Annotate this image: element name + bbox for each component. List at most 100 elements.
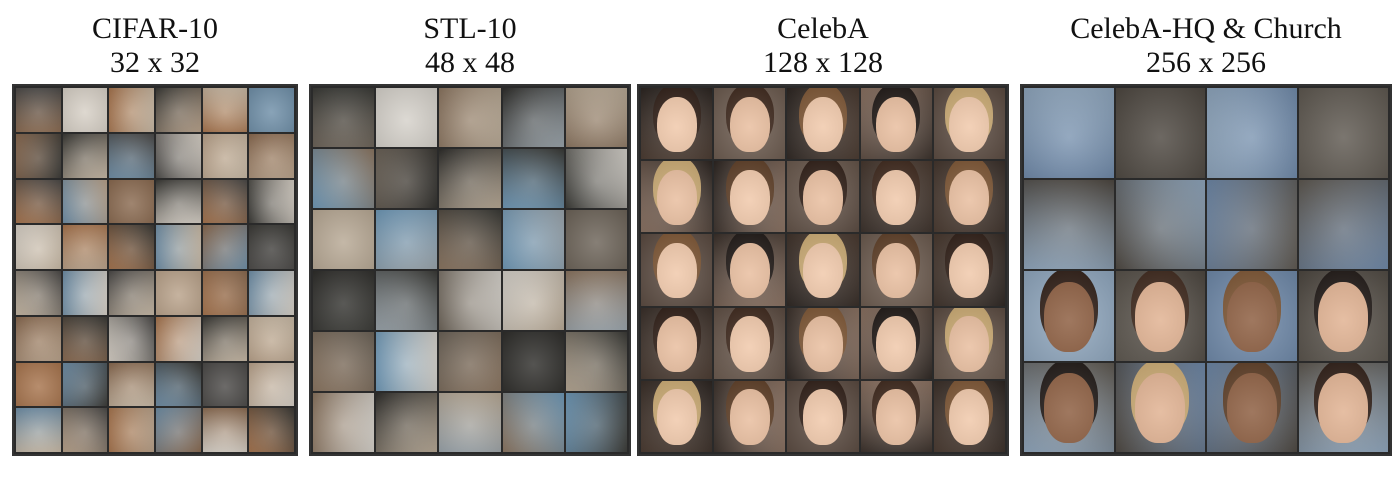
generated-sample-image — [376, 210, 438, 269]
celeba-resolution: 128 x 128 — [763, 46, 883, 79]
generated-sample-image — [109, 88, 154, 132]
generated-sample-image — [502, 149, 564, 208]
generated-sample-image — [16, 271, 61, 315]
generated-face-image — [714, 88, 786, 160]
generated-face-image — [787, 161, 859, 233]
generated-sample-image — [565, 210, 627, 269]
generated-face-image — [787, 380, 859, 452]
celebahq-church-resolution: 256 x 256 — [1146, 46, 1266, 79]
celeba-sample-grid — [637, 84, 1009, 456]
generated-face-image — [1298, 362, 1388, 452]
generated-sample-image — [62, 179, 108, 224]
generated-sample-image — [156, 408, 201, 452]
generated-sample-image — [109, 362, 154, 407]
generated-face-image — [787, 307, 859, 379]
generated-sample-image — [156, 179, 201, 224]
generated-face-image — [787, 234, 859, 306]
generated-sample-image — [502, 393, 564, 452]
generated-sample-image — [1115, 179, 1205, 269]
generated-sample-image — [502, 271, 564, 330]
generated-sample-image — [1298, 88, 1388, 178]
generated-face-image — [714, 234, 786, 306]
generated-sample-image — [439, 393, 501, 452]
generated-sample-image — [439, 271, 501, 330]
generated-face-image — [1207, 362, 1297, 452]
generated-sample-image — [16, 133, 61, 178]
generated-sample-image — [156, 362, 201, 407]
generated-face-image — [1207, 271, 1297, 361]
generated-face-image — [933, 307, 1005, 379]
generated-sample-image — [156, 225, 201, 269]
generated-sample-image — [439, 210, 501, 269]
generated-sample-image — [62, 362, 108, 407]
stl10-sample-grid — [309, 84, 631, 456]
generated-sample-image — [313, 393, 375, 452]
generated-sample-image — [156, 316, 201, 361]
generated-sample-image — [249, 408, 294, 452]
generated-sample-image — [62, 225, 108, 269]
generated-face-image — [641, 380, 713, 452]
generated-sample-image — [1115, 88, 1205, 178]
generated-sample-image — [1207, 179, 1297, 269]
generated-sample-image — [439, 88, 501, 147]
generated-sample-image — [16, 88, 61, 132]
celeba-title: CelebA — [777, 12, 869, 45]
cifar10-title: CIFAR-10 — [91, 12, 219, 45]
generated-sample-image — [109, 271, 154, 315]
generated-sample-image — [439, 149, 501, 208]
celebahq-church-sample-grid — [1020, 84, 1392, 456]
generated-sample-image — [313, 88, 375, 147]
generated-sample-image — [376, 393, 438, 452]
generated-sample-image — [62, 316, 108, 361]
generated-face-image — [641, 161, 713, 233]
generated-face-image — [714, 161, 786, 233]
generated-sample-image — [313, 149, 375, 208]
generated-sample-image — [202, 316, 248, 361]
generated-sample-image — [376, 332, 438, 391]
generated-sample-image — [565, 88, 627, 147]
generated-sample-image — [249, 271, 294, 315]
generated-face-image — [860, 161, 932, 233]
generated-sample-image — [1024, 88, 1114, 178]
generated-sample-image — [502, 210, 564, 269]
stl10-resolution: 48 x 48 — [425, 46, 515, 79]
generated-face-image — [641, 234, 713, 306]
generated-sample-image — [376, 149, 438, 208]
generated-sample-image — [202, 88, 248, 132]
generated-sample-image — [16, 179, 61, 224]
generated-face-image — [860, 88, 932, 160]
generated-sample-image — [202, 225, 248, 269]
generated-sample-image — [16, 316, 61, 361]
generated-sample-image — [62, 88, 108, 132]
generated-face-image — [1115, 362, 1205, 452]
generated-face-image — [933, 234, 1005, 306]
generated-sample-image — [109, 179, 154, 224]
generated-sample-image — [565, 271, 627, 330]
generated-sample-image — [202, 133, 248, 178]
generated-face-image — [933, 161, 1005, 233]
generated-face-image — [714, 307, 786, 379]
generated-sample-image — [249, 316, 294, 361]
generated-sample-image — [202, 271, 248, 315]
generated-sample-image — [1207, 88, 1297, 178]
generated-sample-image — [16, 408, 61, 452]
generated-face-image — [641, 307, 713, 379]
generated-sample-image — [249, 133, 294, 178]
generated-face-image — [714, 380, 786, 452]
generated-sample-image — [1024, 179, 1114, 269]
generated-sample-image — [249, 225, 294, 269]
generated-sample-image — [376, 88, 438, 147]
generated-sample-image — [313, 271, 375, 330]
generated-sample-image — [156, 133, 201, 178]
generated-face-image — [1024, 362, 1114, 452]
generated-sample-image — [109, 133, 154, 178]
generated-face-image — [1298, 271, 1388, 361]
generated-face-image — [1024, 271, 1114, 361]
cifar10-sample-grid — [12, 84, 298, 456]
generated-sample-image — [202, 362, 248, 407]
generated-sample-image — [156, 88, 201, 132]
generated-face-image — [860, 380, 932, 452]
generated-sample-image — [62, 408, 108, 452]
celebahq-church-title: CelebA-HQ & Church — [1070, 12, 1342, 45]
generated-sample-image — [565, 149, 627, 208]
